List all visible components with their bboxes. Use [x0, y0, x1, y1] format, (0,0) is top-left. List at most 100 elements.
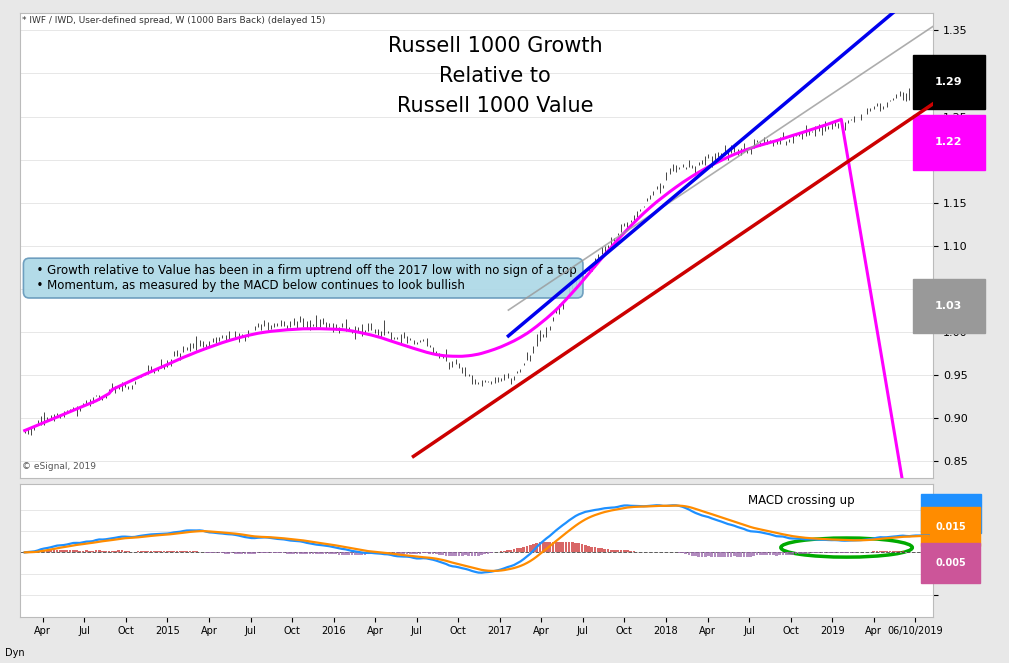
- Bar: [564, 542, 567, 552]
- Bar: [92, 551, 94, 552]
- Bar: [775, 552, 778, 556]
- Bar: [422, 552, 425, 554]
- Bar: [733, 552, 736, 556]
- Bar: [480, 552, 483, 555]
- Text: 0.018: 0.018: [935, 509, 966, 519]
- Bar: [379, 552, 382, 554]
- Bar: [55, 550, 59, 552]
- Bar: [454, 552, 457, 556]
- Bar: [309, 552, 311, 554]
- Bar: [186, 550, 188, 552]
- Bar: [276, 552, 278, 554]
- Bar: [542, 542, 545, 552]
- Text: 1.22: 1.22: [935, 137, 963, 147]
- Bar: [587, 546, 590, 552]
- Bar: [720, 552, 722, 557]
- Bar: [609, 550, 612, 552]
- Bar: [435, 552, 438, 554]
- Bar: [344, 552, 347, 554]
- Bar: [507, 550, 509, 552]
- Bar: [753, 552, 755, 556]
- Bar: [539, 542, 541, 552]
- Bar: [879, 551, 882, 552]
- Bar: [746, 552, 749, 557]
- Bar: [814, 552, 816, 553]
- Bar: [403, 552, 406, 554]
- Bar: [143, 551, 146, 552]
- Bar: [474, 552, 476, 556]
- Bar: [111, 550, 114, 552]
- Bar: [389, 552, 393, 554]
- Bar: [613, 550, 615, 552]
- Bar: [363, 552, 366, 554]
- Bar: [247, 552, 249, 554]
- Bar: [451, 552, 454, 556]
- Bar: [46, 550, 48, 552]
- Bar: [183, 551, 185, 552]
- Bar: [529, 545, 532, 552]
- Bar: [895, 551, 898, 552]
- Bar: [227, 552, 230, 554]
- Bar: [490, 552, 492, 553]
- Bar: [477, 552, 479, 556]
- Bar: [499, 551, 502, 552]
- Bar: [140, 551, 142, 552]
- Bar: [299, 552, 302, 554]
- Bar: [79, 551, 81, 552]
- Bar: [253, 552, 256, 554]
- Bar: [532, 544, 535, 552]
- Bar: [400, 552, 402, 554]
- Bar: [603, 548, 606, 552]
- Bar: [606, 549, 609, 552]
- Bar: [153, 551, 155, 552]
- Bar: [778, 552, 781, 555]
- Bar: [192, 551, 195, 552]
- Bar: [370, 552, 372, 554]
- Bar: [159, 551, 162, 552]
- Bar: [688, 552, 690, 555]
- Bar: [409, 552, 412, 554]
- Bar: [581, 544, 583, 552]
- Text: 0.015: 0.015: [935, 522, 966, 532]
- Bar: [713, 552, 716, 557]
- Bar: [218, 552, 221, 554]
- Bar: [882, 551, 885, 552]
- Bar: [577, 543, 580, 552]
- Bar: [234, 552, 237, 554]
- Bar: [694, 552, 697, 556]
- Bar: [237, 552, 240, 554]
- Bar: [526, 546, 529, 552]
- Bar: [215, 552, 217, 554]
- Bar: [231, 552, 233, 554]
- Bar: [296, 552, 299, 554]
- Bar: [707, 552, 709, 556]
- Bar: [52, 550, 55, 552]
- Bar: [811, 552, 813, 554]
- Bar: [279, 552, 283, 554]
- Bar: [516, 548, 519, 552]
- Text: MACD crossing up: MACD crossing up: [748, 495, 855, 507]
- Bar: [901, 551, 904, 552]
- Bar: [548, 542, 551, 552]
- Bar: [827, 552, 829, 553]
- Bar: [416, 552, 418, 554]
- Bar: [357, 552, 360, 555]
- Bar: [283, 552, 286, 554]
- Bar: [149, 551, 152, 552]
- Bar: [82, 550, 85, 552]
- Bar: [413, 552, 415, 554]
- Bar: [772, 552, 775, 556]
- Bar: [876, 551, 878, 552]
- Text: Russell 1000 Growth
Relative to
Russell 1000 Value: Russell 1000 Growth Relative to Russell …: [387, 36, 602, 115]
- Bar: [189, 551, 192, 552]
- Bar: [272, 552, 275, 554]
- Bar: [331, 552, 334, 554]
- Bar: [286, 552, 289, 554]
- Bar: [807, 552, 810, 554]
- Bar: [240, 552, 243, 554]
- Bar: [117, 550, 120, 552]
- Bar: [419, 552, 422, 554]
- Bar: [571, 542, 574, 552]
- Text: • Growth relative to Value has been in a firm uptrend off the 2017 low with no s: • Growth relative to Value has been in a…: [29, 264, 577, 292]
- Bar: [88, 551, 91, 552]
